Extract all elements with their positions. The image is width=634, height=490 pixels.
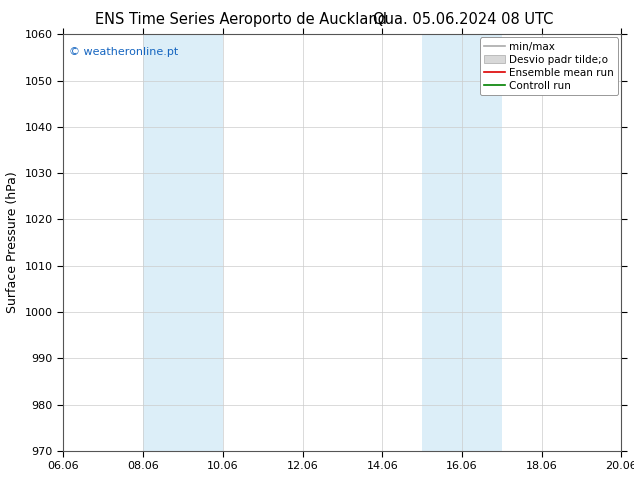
Y-axis label: Surface Pressure (hPa): Surface Pressure (hPa): [6, 172, 19, 314]
Text: © weatheronline.pt: © weatheronline.pt: [69, 47, 178, 57]
Bar: [143, 34, 223, 451]
Bar: [422, 34, 501, 451]
Text: ENS Time Series Aeroporto de Auckland: ENS Time Series Aeroporto de Auckland: [95, 12, 387, 27]
Text: Qua. 05.06.2024 08 UTC: Qua. 05.06.2024 08 UTC: [373, 12, 553, 27]
Legend: min/max, Desvio padr tilde;o, Ensemble mean run, Controll run: min/max, Desvio padr tilde;o, Ensemble m…: [480, 37, 618, 95]
